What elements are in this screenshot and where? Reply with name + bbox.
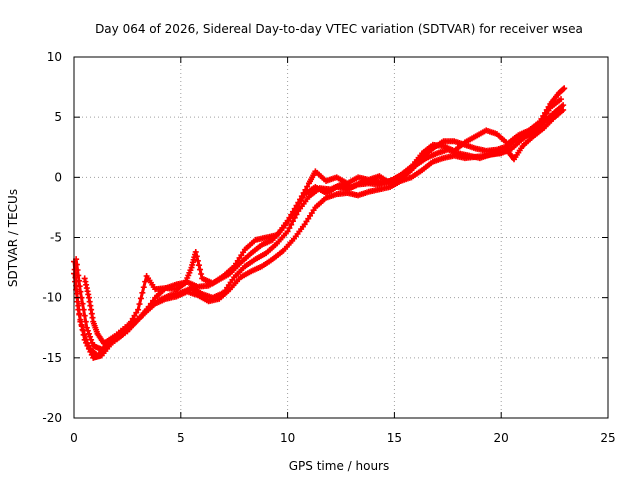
y-tick-label: 5 <box>54 110 62 124</box>
series-line-track-4 <box>83 87 566 345</box>
y-tick-label: 10 <box>47 50 62 64</box>
series-line-track-3 <box>72 108 565 357</box>
x-tick-label: 10 <box>280 431 295 445</box>
y-axis-label: SDTVAR / TECUs <box>6 189 20 287</box>
y-tick-label: -10 <box>42 291 62 305</box>
y-tick-label: -15 <box>42 351 62 365</box>
x-tick-label: 5 <box>177 431 185 445</box>
chart-title: Day 064 of 2026, Sidereal Day-to-day VTE… <box>95 22 583 36</box>
x-tick-label: 0 <box>70 431 78 445</box>
grid <box>74 57 608 418</box>
x-axis-label: GPS time / hours <box>289 459 390 473</box>
tick-labels: 0 5 10 15 20 25 -20 -15 -10 -5 0 5 10 <box>42 50 615 445</box>
y-tick-label: -20 <box>42 411 62 425</box>
x-tick-label: 15 <box>387 431 402 445</box>
series-layer <box>71 85 568 361</box>
x-tick-label: 25 <box>600 431 615 445</box>
y-tick-label: -5 <box>50 231 62 245</box>
ticks <box>73 56 609 419</box>
y-tick-label: 0 <box>54 170 62 184</box>
x-tick-label: 20 <box>494 431 509 445</box>
